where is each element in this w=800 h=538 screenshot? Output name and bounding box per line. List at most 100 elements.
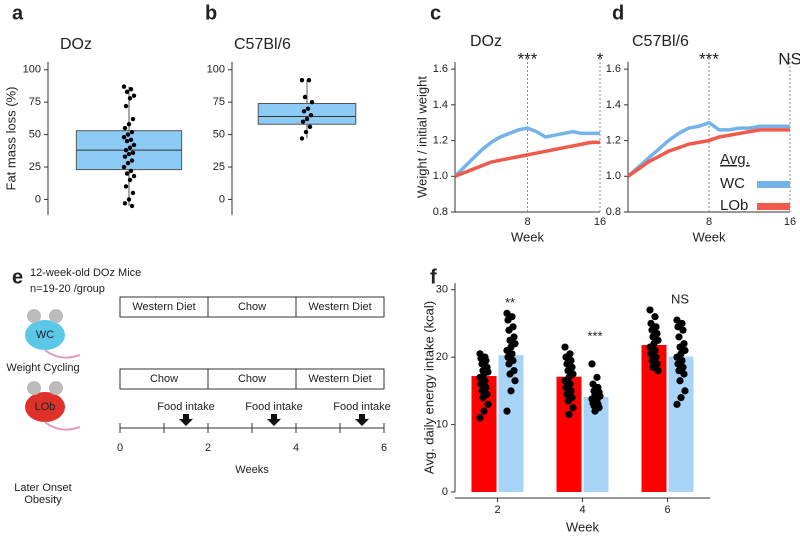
point (123, 184, 129, 189)
x-axis-label: Week (693, 229, 726, 244)
point (299, 77, 305, 83)
chart-title: C57Bl/6 (234, 36, 291, 53)
point (128, 168, 134, 174)
diet-label: Western Diet (132, 301, 195, 313)
diet-label: Western Diet (308, 301, 371, 313)
point (126, 151, 132, 157)
y-tick-label: 10 (436, 418, 448, 430)
point (503, 407, 511, 415)
x-tick-label: 16 (594, 216, 606, 228)
box (257, 102, 357, 125)
annotation: NS (671, 291, 689, 306)
diet-box (295, 368, 385, 390)
point (125, 132, 131, 137)
point (307, 124, 313, 130)
arrow (355, 414, 369, 426)
point (675, 333, 683, 341)
panel-label: f (430, 266, 437, 288)
group-abbr: WC (36, 329, 54, 341)
diet-box (295, 296, 385, 318)
timeline-label: Weeks (235, 464, 269, 476)
point (679, 326, 687, 334)
point (479, 394, 487, 402)
y-tick-label: 1.2 (433, 134, 448, 146)
y-tick-label: 75 (29, 96, 41, 108)
avg-line (626, 128, 790, 178)
diet-label: Chow (238, 301, 266, 313)
food-intake-label: Food intake (157, 401, 214, 413)
point (122, 201, 128, 206)
arrow (179, 414, 193, 426)
point (125, 160, 131, 166)
y-tick-label: 0 (442, 486, 448, 498)
point (591, 407, 599, 415)
point (564, 397, 572, 405)
point (484, 400, 492, 408)
point (122, 154, 128, 159)
mouse-icon (25, 381, 81, 431)
annotation: *** (518, 49, 538, 68)
legend-title: Avg. (720, 151, 750, 168)
x-axis-label: Week (566, 519, 599, 534)
legend-swatch (757, 203, 790, 210)
y-axis-label: Avg. daily energy intake (kcal) (421, 301, 436, 474)
y-tick-label: 75 (213, 96, 225, 108)
cohort: 12-week-old DOz Mice (30, 267, 141, 279)
point (123, 103, 129, 109)
point (121, 84, 127, 89)
avg-line (453, 126, 600, 178)
point (304, 116, 310, 122)
y-tick-label: 25 (213, 161, 225, 173)
point (480, 407, 488, 415)
point (127, 96, 133, 101)
x-tick-label: 8 (706, 216, 712, 228)
point (123, 147, 129, 153)
point (504, 316, 512, 324)
point (299, 136, 305, 141)
group-name: Weight Cycling (6, 362, 79, 374)
y-tick-label: 20 (436, 351, 448, 363)
diet-label: Chow (150, 373, 178, 385)
y-tick-label: 30 (436, 284, 448, 296)
y-tick-label: 1.4 (606, 99, 621, 111)
point (309, 99, 315, 105)
y-tick-label: 50 (29, 129, 41, 141)
y-tick-label: 1.6 (433, 63, 448, 75)
point (507, 387, 515, 395)
point (301, 109, 307, 114)
point (122, 125, 128, 131)
panel-label: c (430, 2, 441, 24)
y-axis-label: Fat mass loss (%) (3, 86, 18, 190)
y-tick-label: 100 (207, 64, 225, 76)
point (588, 360, 596, 368)
point (676, 377, 684, 385)
legend-label: LOb (720, 197, 748, 214)
mouse-icon (25, 309, 81, 359)
point (129, 203, 135, 209)
chart-title: C57Bl/6 (632, 33, 689, 50)
legend-swatch (757, 181, 790, 188)
point (129, 158, 135, 163)
point (130, 150, 136, 155)
point (300, 119, 306, 124)
food-intake-label: Food intake (245, 401, 302, 413)
point (476, 414, 484, 422)
y-tick-label: 50 (213, 129, 225, 141)
point (130, 190, 136, 196)
point (677, 394, 685, 402)
point (673, 400, 681, 408)
point (126, 122, 132, 127)
legend-label: WC (720, 175, 745, 192)
diet-label: Western Diet (308, 373, 371, 385)
point (131, 142, 137, 148)
y-tick-label: 25 (29, 161, 41, 173)
point (130, 116, 136, 122)
y-tick-label: 1.0 (433, 170, 448, 182)
arrow (267, 414, 281, 426)
point (505, 360, 513, 368)
point (561, 343, 569, 351)
y-axis-label: Weight / initial weight (414, 76, 429, 198)
avg-line (454, 140, 600, 178)
